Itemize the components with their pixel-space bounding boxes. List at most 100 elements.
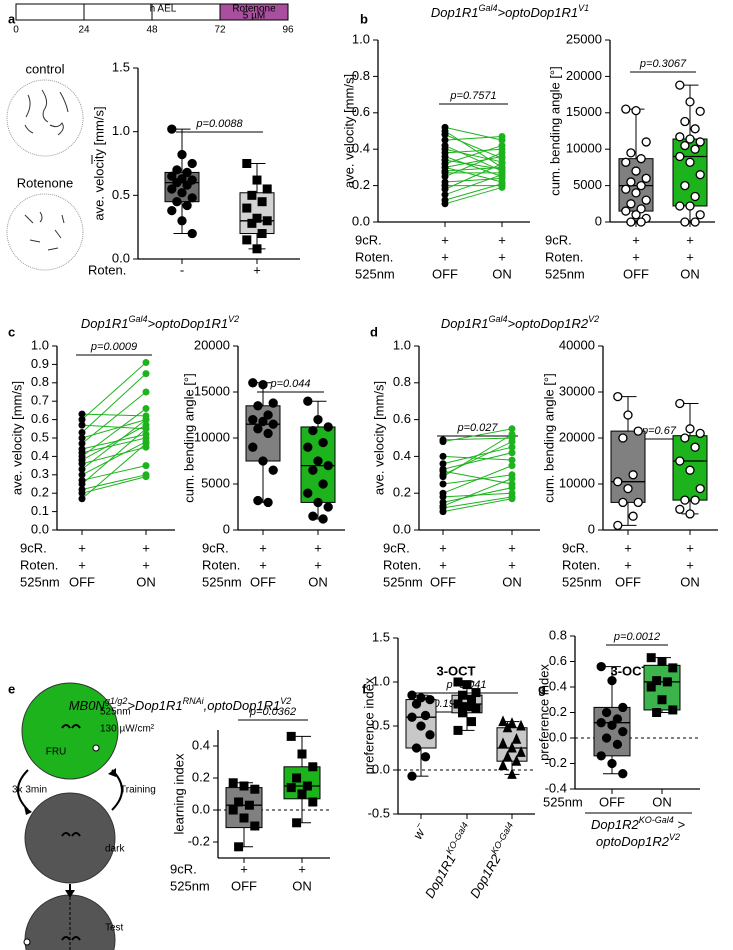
pair-line: [444, 156, 503, 177]
y-tick-label: 15000: [194, 383, 230, 398]
diagram-label: 3x 3min: [12, 785, 47, 796]
point: [303, 396, 313, 406]
condition-value: +: [78, 557, 86, 572]
box: [245, 405, 281, 462]
point: [612, 714, 623, 724]
point: [641, 195, 651, 205]
point: [228, 805, 238, 815]
y-tick-label: 0: [595, 213, 602, 228]
point: [628, 470, 638, 480]
condition-value: +: [686, 232, 694, 247]
point: [411, 699, 422, 709]
y-tick-label: 0.0: [352, 213, 370, 228]
pair-line: [444, 163, 503, 190]
y-tick-label: 0.2: [192, 769, 210, 784]
y-tick-label: 40000: [559, 337, 595, 352]
p-value: p=0.3067: [639, 58, 687, 70]
point: [187, 228, 197, 239]
condition-label: 525nm: [562, 574, 602, 589]
point: [177, 188, 187, 198]
y-tick-label: 0.0: [112, 250, 130, 265]
p-value: p=0.67: [641, 425, 677, 437]
point: [252, 244, 262, 254]
point: [323, 422, 333, 432]
point: [142, 462, 150, 470]
point: [78, 428, 86, 436]
point: [313, 456, 323, 466]
point: [657, 657, 667, 666]
y-tick-label: 0.6: [352, 104, 370, 119]
condition-label: 9cR.: [562, 540, 589, 555]
superscript: KO-Gal4: [489, 821, 515, 856]
point: [172, 177, 182, 188]
point: [308, 465, 318, 475]
condition-value: ON: [292, 878, 312, 893]
point: [607, 675, 617, 686]
y-axis-label: ave. velocity [mm/s]: [91, 106, 106, 220]
panel-label: f: [362, 681, 367, 696]
text-part: Dop1R1: [81, 316, 129, 331]
condition-value: +: [259, 540, 267, 555]
point: [508, 449, 516, 457]
point: [641, 137, 651, 147]
point: [636, 154, 646, 164]
point: [250, 821, 260, 831]
panel-label: b: [360, 11, 368, 26]
point: [631, 188, 641, 198]
superscript: g1/g2: [105, 696, 128, 706]
pair-line: [442, 433, 513, 478]
point: [618, 497, 628, 508]
point: [498, 183, 506, 191]
genotype-label: Dop1R2KO-Gal4 >: [591, 815, 685, 832]
point: [508, 425, 516, 433]
point: [263, 428, 273, 439]
point: [323, 502, 333, 512]
pair-line: [444, 126, 503, 141]
point: [262, 216, 272, 226]
point: [498, 149, 506, 157]
point: [695, 428, 705, 439]
pair-line: [81, 408, 147, 457]
point: [516, 719, 526, 731]
condition-value: ON: [308, 574, 328, 589]
condition-label: 9cR.: [355, 232, 382, 247]
pair-line: [81, 373, 147, 433]
point: [621, 206, 631, 216]
condition-label: 525nm: [355, 266, 395, 281]
pair-line: [444, 148, 503, 163]
condition-value: +: [508, 557, 516, 572]
pair-line: [81, 424, 147, 461]
text-part: Dop1R1: [441, 316, 489, 331]
point: [258, 379, 268, 390]
point: [242, 203, 252, 213]
point: [646, 653, 656, 663]
point: [244, 800, 254, 810]
text-part: MB0N: [69, 698, 106, 713]
point: [308, 425, 318, 436]
point: [695, 137, 705, 147]
panel-label: e: [8, 681, 15, 696]
y-tick-label: 0.0: [372, 761, 390, 776]
point: [695, 210, 705, 220]
x-tick-label: OFF: [599, 794, 625, 809]
condition-value: OFF: [250, 574, 276, 589]
condition-label: 525nm: [202, 574, 242, 589]
point: [631, 210, 641, 220]
pair-line: [442, 496, 513, 509]
point: [453, 677, 463, 687]
point: [621, 184, 631, 194]
y-tick-label: 0.6: [549, 653, 567, 668]
point: [318, 514, 328, 524]
x-tick-label: ON: [652, 794, 672, 809]
point: [308, 511, 318, 521]
condition-label: 525nm: [20, 574, 60, 589]
diagram-label: dark: [105, 844, 125, 855]
y-tick-label: 20000: [566, 68, 602, 83]
point: [182, 167, 192, 178]
pair-line: [444, 130, 503, 168]
drawing-label: Rotenone: [17, 175, 73, 190]
y-tick-label: 0: [223, 521, 230, 536]
point: [234, 797, 244, 807]
point: [253, 401, 263, 411]
text-part: >Dop1R1: [127, 698, 182, 713]
